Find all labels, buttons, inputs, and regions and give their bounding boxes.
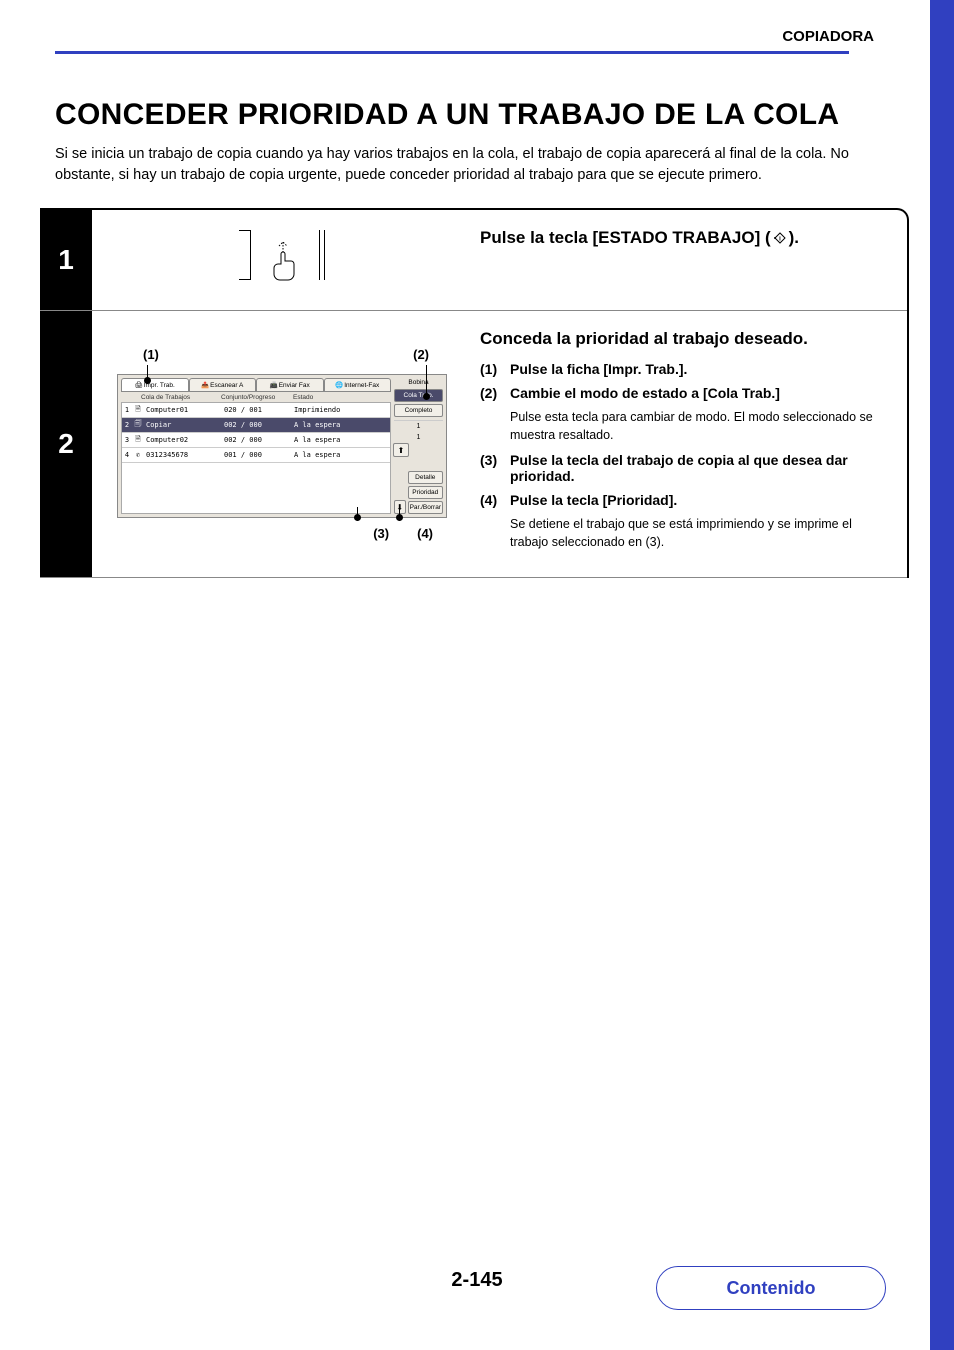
step-2: 2 (1) (2) 🖨Impr. Trab. 📤Escanear A [40, 311, 907, 578]
count-top: 1 [394, 420, 443, 432]
substep-4: (4) Pulse la tecla [Prioridad]. [480, 492, 891, 508]
scroll-up-button[interactable]: ⬆ [393, 443, 409, 457]
step-1-heading: Pulse la tecla [ESTADO TRABAJO] (i). [480, 228, 891, 248]
callout-3: (3) [373, 526, 389, 541]
tab-scan-to[interactable]: 📤Escanear A [189, 378, 257, 392]
complete-mode-button[interactable]: Completo [394, 404, 443, 417]
step-number: 2 [58, 428, 74, 460]
doc-icon: 🗎 [132, 405, 144, 416]
col-progress: Conjunto/Progreso [221, 394, 293, 401]
header-rule [55, 51, 849, 54]
substep-number: (3) [480, 452, 510, 484]
intro-paragraph: Si se inicia un trabajo de copia cuando … [55, 144, 899, 186]
substep-3: (3) Pulse la tecla del trabajo de copia … [480, 452, 891, 484]
tab-print-job[interactable]: 🖨Impr. Trab. [121, 378, 189, 392]
substep-title: Pulse la ficha [Impr. Trab.]. [510, 361, 687, 377]
callout-1: (1) [143, 347, 159, 362]
queue-side-panel: Bobina Cola Trab. Completo 1 1 ⬆ ⬇ Detal… [391, 378, 443, 514]
substep-number: (2) [480, 385, 510, 401]
page-title: CONCEDER PRIORIDAD A UN TRABAJO DE LA CO… [55, 98, 899, 132]
queue-rows: 1🗎 Computer01 020 / 001 Imprimiendo 2🗐 C… [121, 402, 391, 514]
queue-mode-button[interactable]: Cola Trab. [394, 389, 443, 402]
step-2-illustration: (1) (2) 🖨Impr. Trab. 📤Escanear A 📠Enviar… [92, 311, 472, 577]
detail-button[interactable]: Detalle [408, 471, 443, 484]
callout-4: (4) [417, 526, 433, 541]
col-queue: Cola de Trabajos [121, 394, 221, 401]
heading-post: ). [789, 228, 799, 247]
fax-icon: 📠 [270, 381, 278, 389]
step-1: 1 Pulse la tecla [ESTADO TRABAJO] (i). [40, 210, 907, 311]
step-number-cell: 1 [40, 210, 92, 310]
steps-frame: 1 Pulse la tecla [ESTADO TRABAJO] (i). [40, 208, 909, 578]
priority-button[interactable]: Prioridad [408, 486, 443, 499]
substep-title: Pulse la tecla del trabajo de copia al q… [510, 452, 891, 484]
callout-2: (2) [413, 347, 429, 362]
copy-icon: 🗐 [132, 420, 144, 431]
substep-2: (2) Cambie el modo de estado a [Cola Tra… [480, 385, 891, 401]
doc-icon: 🗎 [132, 435, 144, 446]
substep-body: Se detiene el trabajo que se está imprim… [510, 516, 891, 551]
step-2-text: Conceda la prioridad al trabajo deseado.… [472, 311, 907, 577]
phone-icon: ✆ [132, 451, 144, 459]
substep-title: Cambie el modo de estado a [Cola Trab.] [510, 385, 780, 401]
substep-1: (1) Pulse la ficha [Impr. Trab.]. [480, 361, 891, 377]
step-2-heading: Conceda la prioridad al trabajo deseado. [480, 329, 891, 349]
table-row[interactable]: 1🗎 Computer01 020 / 001 Imprimiendo [122, 403, 390, 418]
step-number: 1 [58, 244, 74, 276]
table-row[interactable]: 4✆ 0312345678 001 / 000 A la espera [122, 448, 390, 463]
queue-tabs: 🖨Impr. Trab. 📤Escanear A 📠Enviar Fax 🌐In… [121, 378, 391, 392]
printer-icon: 🖨 [135, 381, 143, 389]
table-row[interactable]: 3🗎 Computer02 002 / 000 A la espera [122, 433, 390, 448]
tab-internet-fax[interactable]: 🌐Internet-Fax [324, 378, 392, 392]
table-row[interactable]: 2🗐 Copiar 002 / 000 A la espera [122, 418, 390, 433]
section-label: COPIADORA [0, 28, 894, 45]
ifax-icon: 🌐 [335, 381, 343, 389]
col-status: Estado [293, 394, 343, 401]
side-stripe [930, 0, 954, 1350]
queue-panel: 🖨Impr. Trab. 📤Escanear A 📠Enviar Fax 🌐In… [117, 374, 447, 518]
count-bottom: 1 [394, 434, 443, 441]
contents-button[interactable]: Contenido [656, 1266, 886, 1310]
queue-screenshot: (1) (2) 🖨Impr. Trab. 📤Escanear A 📠Enviar… [117, 347, 447, 541]
spool-label: Bobina [394, 378, 443, 387]
queue-column-headers: Cola de Trabajos Conjunto/Progreso Estad… [121, 392, 391, 402]
step-1-illustration [92, 210, 472, 310]
press-key-icon [237, 230, 327, 290]
substep-title: Pulse la tecla [Prioridad]. [510, 492, 677, 508]
step-1-text: Pulse la tecla [ESTADO TRABAJO] (i). [472, 210, 907, 310]
stop-delete-button[interactable]: Par./Borrar [408, 501, 443, 514]
scan-icon: 📤 [201, 381, 209, 389]
substep-number: (4) [480, 492, 510, 508]
substep-body: Pulse esta tecla para cambiar de modo. E… [510, 409, 891, 444]
substep-number: (1) [480, 361, 510, 377]
heading-pre: Pulse la tecla [ESTADO TRABAJO] ( [480, 228, 771, 247]
tab-send-fax[interactable]: 📠Enviar Fax [256, 378, 324, 392]
step-number-cell: 2 [40, 311, 92, 577]
status-job-icon: i [771, 228, 789, 247]
